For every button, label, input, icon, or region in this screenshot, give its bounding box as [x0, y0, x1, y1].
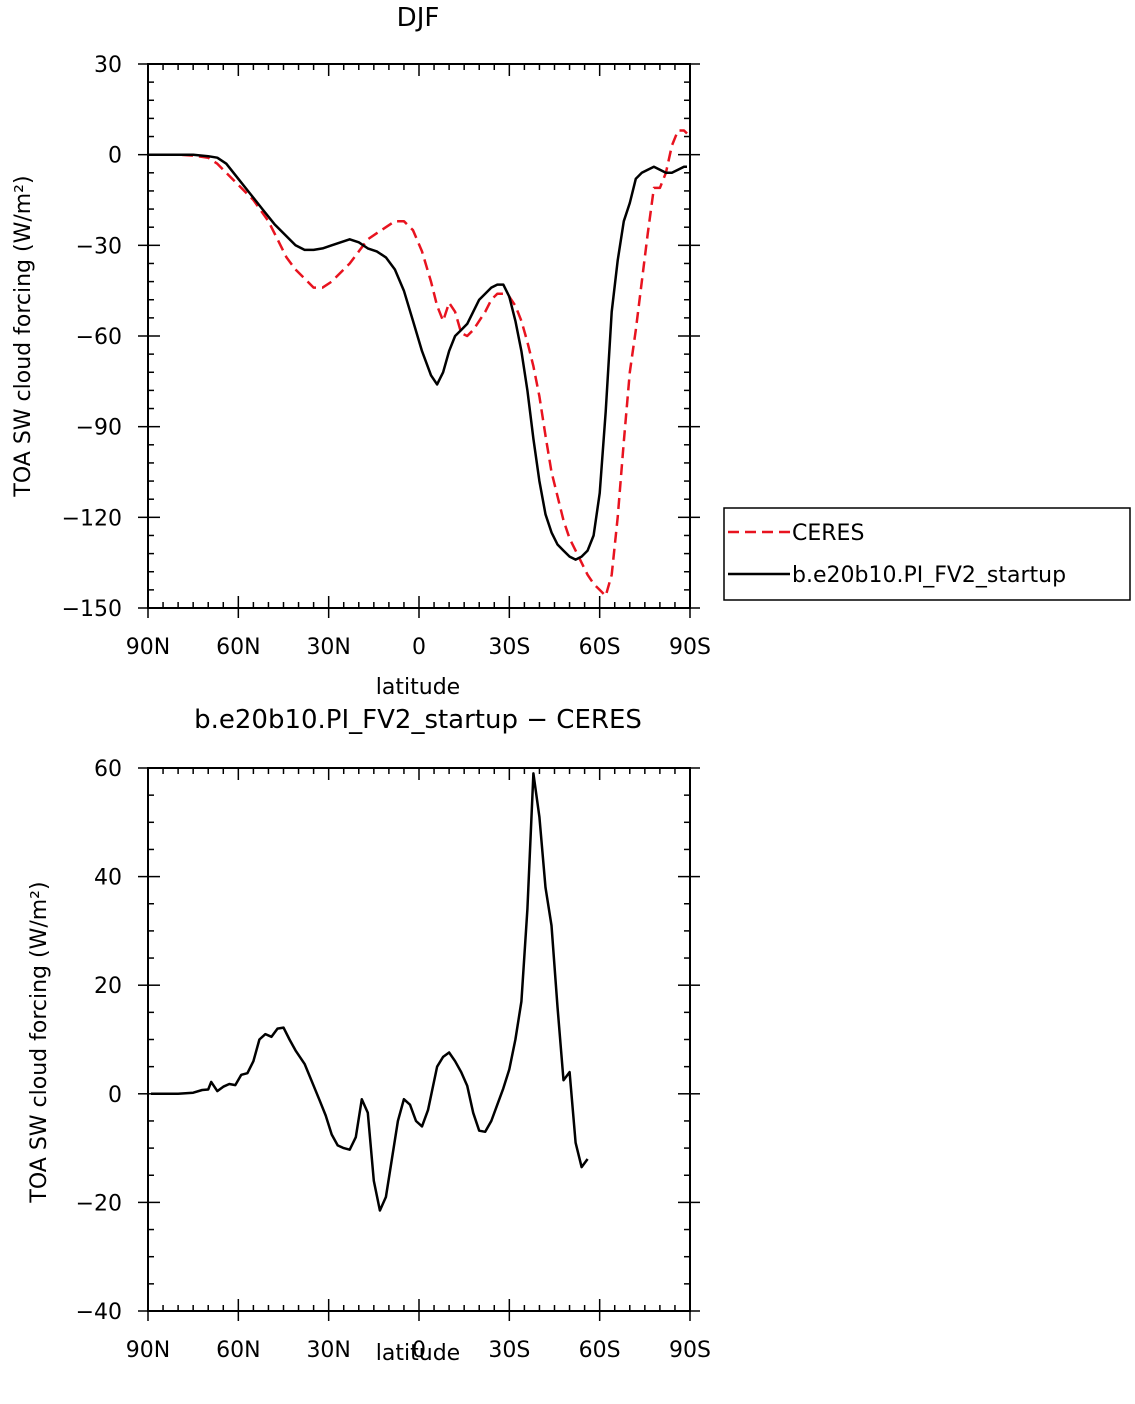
top-x-tick-label: 90S: [669, 635, 711, 660]
bottom-x-tick-label: 0: [412, 1338, 426, 1363]
top-y-tick-label: −60: [76, 325, 122, 350]
bottom-panel: b.e20b10.PI_FV2_startup − CERES latitude…: [27, 705, 711, 1366]
bottom-panel-series: [151, 772, 589, 1212]
top-panel-xlabel: latitude: [376, 675, 460, 700]
top-series-line-1: [148, 153, 687, 561]
bottom-x-tick-label: 90N: [126, 1338, 170, 1363]
bottom-x-tick-label: 60S: [579, 1338, 621, 1363]
bottom-y-tick-label: −20: [76, 1191, 122, 1216]
top-x-tick-label: 0: [412, 635, 426, 660]
bottom-series-line-0: [151, 772, 589, 1212]
top-y-tick-label: −120: [62, 506, 122, 531]
top-series-line-0: [148, 129, 688, 598]
bottom-panel-axes: 90N 60N 30N 0 30S 60S 90S 60 40 20 0 −20 −40: [76, 757, 711, 1363]
bottom-x-tick-label: 60N: [216, 1338, 260, 1363]
top-y-tick-label: −30: [76, 234, 122, 259]
bottom-y-tick-label: 0: [108, 1083, 122, 1108]
bottom-panel-xlabel: latitude: [376, 1341, 460, 1366]
top-y-tick-label: 30: [94, 53, 122, 78]
bottom-x-tick-label: 30S: [488, 1338, 530, 1363]
bottom-y-tick-label: 20: [94, 974, 122, 999]
bottom-y-tick-label: −40: [76, 1300, 122, 1325]
top-x-tick-label: 60S: [579, 635, 621, 660]
legend-label-model: b.e20b10.PI_FV2_startup: [792, 563, 1066, 588]
top-y-tick-label: 0: [108, 144, 122, 169]
bottom-panel-title: b.e20b10.PI_FV2_startup − CERES: [194, 705, 642, 735]
top-x-tick-label: 30S: [488, 635, 530, 660]
legend: CERES b.e20b10.PI_FV2_startup: [723, 507, 1131, 601]
top-y-tick-label: −150: [62, 597, 122, 622]
top-panel: DJF latitude TOA SW cloud forcing (W/m²)…: [11, 3, 711, 700]
bottom-x-tick-label: 30N: [306, 1338, 350, 1363]
top-plot-frame: [147, 63, 691, 609]
top-x-tick-label: 30N: [306, 635, 350, 660]
bottom-x-tick-label: 90S: [669, 1338, 711, 1363]
bottom-y-tick-label: 60: [94, 757, 122, 782]
top-panel-series: [148, 129, 688, 598]
top-panel-title: DJF: [397, 3, 440, 33]
bottom-y-tick-label: 40: [94, 866, 122, 891]
legend-label-ceres: CERES: [792, 521, 864, 546]
top-x-tick-label: 60N: [216, 635, 260, 660]
top-panel-axes: 90N 60N 30N 0 30S 60S 90S 30 0 −30 −60 −90 −120 −150: [62, 53, 711, 660]
bottom-plot-frame: [147, 767, 691, 1312]
top-y-tick-label: −90: [76, 416, 122, 441]
top-panel-ylabel: TOA SW cloud forcing (W/m²): [11, 175, 36, 497]
top-x-tick-label: 90N: [126, 635, 170, 660]
bottom-panel-ylabel: TOA SW cloud forcing (W/m²): [27, 881, 52, 1203]
legend-box: [723, 507, 1131, 601]
